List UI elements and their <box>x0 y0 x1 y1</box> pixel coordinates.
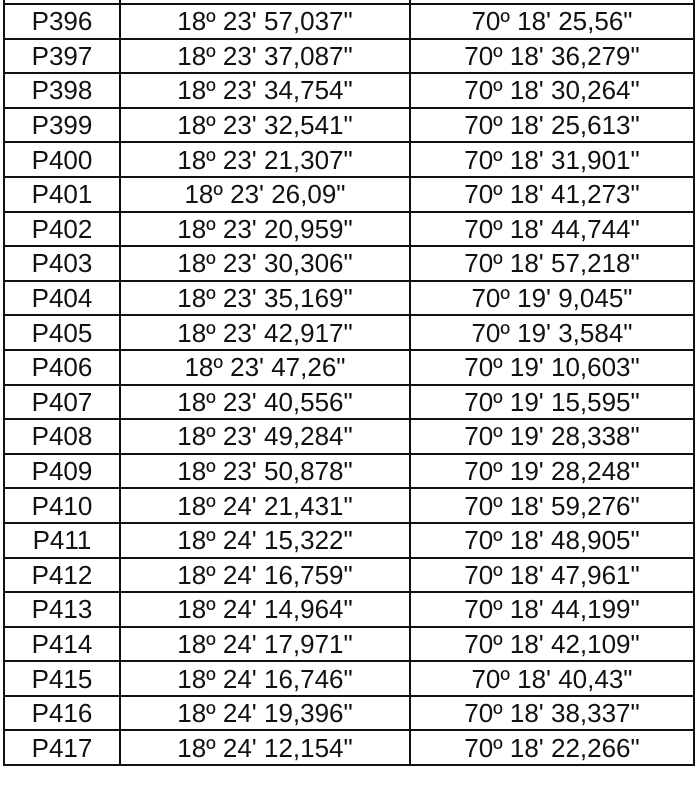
latitude-cell: 18º 23' 57,037" <box>119 3 411 40</box>
table-row: P405 18º 23' 42,917" 70º 19' 3,584" <box>3 314 695 351</box>
table-row: P401 18º 23' 26,09" 70º 18' 41,273" <box>3 175 695 213</box>
longitude-cell: 70º 18' 30,264" <box>409 72 695 109</box>
longitude-cell: 70º 18' 44,199" <box>409 591 695 628</box>
table-row: P416 18º 24' 19,396" 70º 18' 38,337" <box>3 694 695 732</box>
latitude-cell: 18º 24' 12,154" <box>119 729 411 767</box>
table-row: P402 18º 23' 20,959" 70º 18' 44,744" <box>3 210 695 248</box>
point-cell: P401 <box>3 175 121 213</box>
latitude-cell: 18º 23' 42,917" <box>119 314 411 351</box>
latitude-cell: 18º 23' 20,959" <box>119 210 411 248</box>
table-row: P403 18º 23' 30,306" 70º 18' 57,218" <box>3 245 695 282</box>
table-row: P410 18º 24' 21,431" 70º 18' 59,276" <box>3 487 695 524</box>
table-border-stub <box>409 0 411 4</box>
longitude-cell: 70º 18' 57,218" <box>409 245 695 282</box>
point-cell: P406 <box>3 348 121 386</box>
point-cell: P403 <box>3 245 121 282</box>
latitude-cell: 18º 24' 19,396" <box>119 694 411 732</box>
latitude-cell: 18º 23' 47,26" <box>119 348 411 386</box>
table-row: P406 18º 23' 47,26" 70º 19' 10,603" <box>3 348 695 386</box>
table-row: P409 18º 23' 50,878" 70º 19' 28,248" <box>3 452 695 490</box>
table-border-stub <box>119 0 121 4</box>
longitude-cell: 70º 18' 44,744" <box>409 210 695 248</box>
latitude-cell: 18º 24' 15,322" <box>119 521 411 559</box>
table-row: P414 18º 24' 17,971" 70º 18' 42,109" <box>3 625 695 663</box>
table-row: P417 18º 24' 12,154" 70º 18' 22,266" <box>3 729 695 767</box>
point-cell: P413 <box>3 591 121 628</box>
latitude-cell: 18º 23' 50,878" <box>119 452 411 490</box>
point-cell: P396 <box>3 3 121 40</box>
point-cell: P414 <box>3 625 121 663</box>
point-cell: P409 <box>3 452 121 490</box>
coordinates-table: P396 18º 23' 57,037" 70º 18' 25,56" P397 18º… <box>3 3 695 767</box>
latitude-cell: 18º 24' 17,971" <box>119 625 411 663</box>
longitude-cell: 70º 19' 28,248" <box>409 452 695 490</box>
table-row: P404 18º 23' 35,169" 70º 19' 9,045" <box>3 279 695 317</box>
point-cell: P405 <box>3 314 121 351</box>
point-cell: P411 <box>3 521 121 559</box>
point-cell: P402 <box>3 210 121 248</box>
table-row: P408 18º 23' 49,284" 70º 19' 28,338" <box>3 418 695 455</box>
point-cell: P397 <box>3 37 121 75</box>
point-cell: P412 <box>3 556 121 594</box>
table-border-stub <box>3 0 5 4</box>
longitude-cell: 70º 19' 9,045" <box>409 279 695 317</box>
latitude-cell: 18º 23' 40,556" <box>119 383 411 421</box>
latitude-cell: 18º 23' 49,284" <box>119 418 411 455</box>
latitude-cell: 18º 24' 21,431" <box>119 487 411 524</box>
longitude-cell: 70º 19' 10,603" <box>409 348 695 386</box>
latitude-cell: 18º 24' 14,964" <box>119 591 411 628</box>
table-border-stub <box>693 0 695 4</box>
table-row: P397 18º 23' 37,087" 70º 18' 36,279" <box>3 37 695 75</box>
point-cell: P400 <box>3 141 121 178</box>
longitude-cell: 70º 18' 42,109" <box>409 625 695 663</box>
point-cell: P417 <box>3 729 121 767</box>
latitude-cell: 18º 23' 26,09" <box>119 175 411 213</box>
longitude-cell: 70º 18' 38,337" <box>409 694 695 732</box>
table-body: P396 18º 23' 57,037" 70º 18' 25,56" P397 18º… <box>3 3 695 767</box>
longitude-cell: 70º 18' 47,961" <box>409 556 695 594</box>
table-row: P415 18º 24' 16,746" 70º 18' 40,43" <box>3 660 695 697</box>
latitude-cell: 18º 23' 30,306" <box>119 245 411 282</box>
latitude-cell: 18º 24' 16,746" <box>119 660 411 697</box>
table-row: P407 18º 23' 40,556" 70º 19' 15,595" <box>3 383 695 421</box>
longitude-cell: 70º 19' 15,595" <box>409 383 695 421</box>
longitude-cell: 70º 18' 41,273" <box>409 175 695 213</box>
table-row: P411 18º 24' 15,322" 70º 18' 48,905" <box>3 521 695 559</box>
point-cell: P410 <box>3 487 121 524</box>
longitude-cell: 70º 18' 31,901" <box>409 141 695 178</box>
table-row: P413 18º 24' 14,964" 70º 18' 44,199" <box>3 591 695 628</box>
point-cell: P416 <box>3 694 121 732</box>
longitude-cell: 70º 18' 59,276" <box>409 487 695 524</box>
longitude-cell: 70º 18' 40,43" <box>409 660 695 697</box>
point-cell: P415 <box>3 660 121 697</box>
longitude-cell: 70º 18' 48,905" <box>409 521 695 559</box>
point-cell: P398 <box>3 72 121 109</box>
table-row: P396 18º 23' 57,037" 70º 18' 25,56" <box>3 3 695 40</box>
longitude-cell: 70º 19' 3,584" <box>409 314 695 351</box>
table-row: P412 18º 24' 16,759" 70º 18' 47,961" <box>3 556 695 594</box>
latitude-cell: 18º 23' 34,754" <box>119 72 411 109</box>
latitude-cell: 18º 23' 32,541" <box>119 106 411 144</box>
table-row: P400 18º 23' 21,307" 70º 18' 31,901" <box>3 141 695 178</box>
latitude-cell: 18º 23' 35,169" <box>119 279 411 317</box>
point-cell: P399 <box>3 106 121 144</box>
longitude-cell: 70º 18' 25,56" <box>409 3 695 40</box>
point-cell: P407 <box>3 383 121 421</box>
latitude-cell: 18º 24' 16,759" <box>119 556 411 594</box>
longitude-cell: 70º 19' 28,338" <box>409 418 695 455</box>
point-cell: P404 <box>3 279 121 317</box>
longitude-cell: 70º 18' 36,279" <box>409 37 695 75</box>
latitude-cell: 18º 23' 21,307" <box>119 141 411 178</box>
longitude-cell: 70º 18' 22,266" <box>409 729 695 767</box>
table-row: P399 18º 23' 32,541" 70º 18' 25,613" <box>3 106 695 144</box>
longitude-cell: 70º 18' 25,613" <box>409 106 695 144</box>
latitude-cell: 18º 23' 37,087" <box>119 37 411 75</box>
table-row: P398 18º 23' 34,754" 70º 18' 30,264" <box>3 72 695 109</box>
point-cell: P408 <box>3 418 121 455</box>
